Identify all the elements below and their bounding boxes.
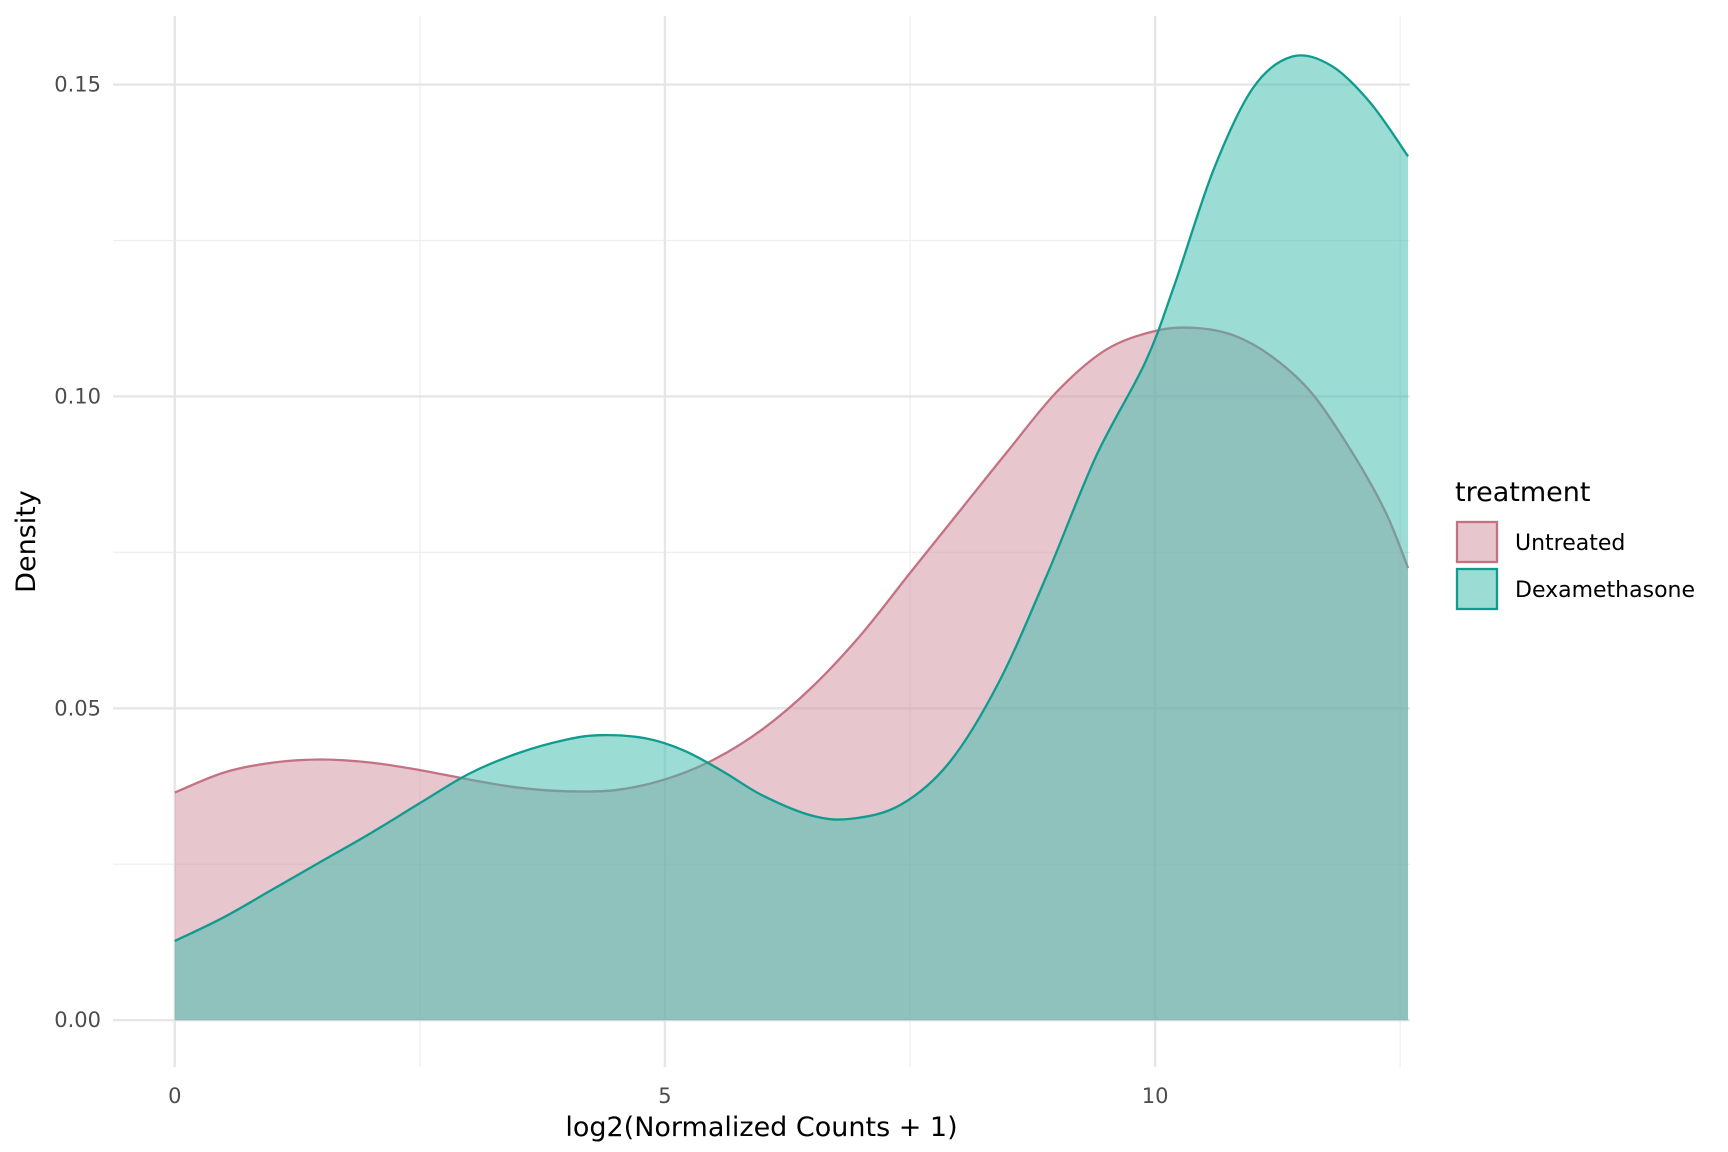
x-tick-label: 0 xyxy=(168,1084,181,1108)
legend: treatment Untreated Dexamethasone xyxy=(1455,477,1695,611)
density-areas xyxy=(174,54,1410,1021)
legend-label-untreated: Untreated xyxy=(1515,531,1625,556)
x-tick-label: 5 xyxy=(658,1084,671,1108)
legend-key-dexamethasone xyxy=(1455,567,1499,611)
legend-title: treatment xyxy=(1455,477,1590,508)
y-tick-label: 0.05 xyxy=(54,696,101,720)
x-tick-label: 10 xyxy=(1142,1084,1169,1108)
y-tick-label: 0.15 xyxy=(54,73,101,97)
x-axis-title: log2(Normalized Counts + 1) xyxy=(565,1112,957,1143)
y-axis-tick-labels: 0.00 0.05 0.10 0.15 xyxy=(54,73,101,1033)
x-axis-tick-labels: 0 5 10 xyxy=(168,1084,1168,1108)
y-tick-label: 0.00 xyxy=(54,1008,101,1032)
y-tick-label: 0.10 xyxy=(54,384,101,408)
density-area-dexamethasone xyxy=(174,55,1409,1021)
density-line-dexamethasone xyxy=(174,54,1409,943)
legend-items: Untreated Dexamethasone xyxy=(1455,520,1695,611)
y-axis-title: Density xyxy=(11,490,42,593)
legend-label-dexamethasone: Dexamethasone xyxy=(1515,578,1695,603)
legend-key-untreated xyxy=(1455,520,1499,564)
